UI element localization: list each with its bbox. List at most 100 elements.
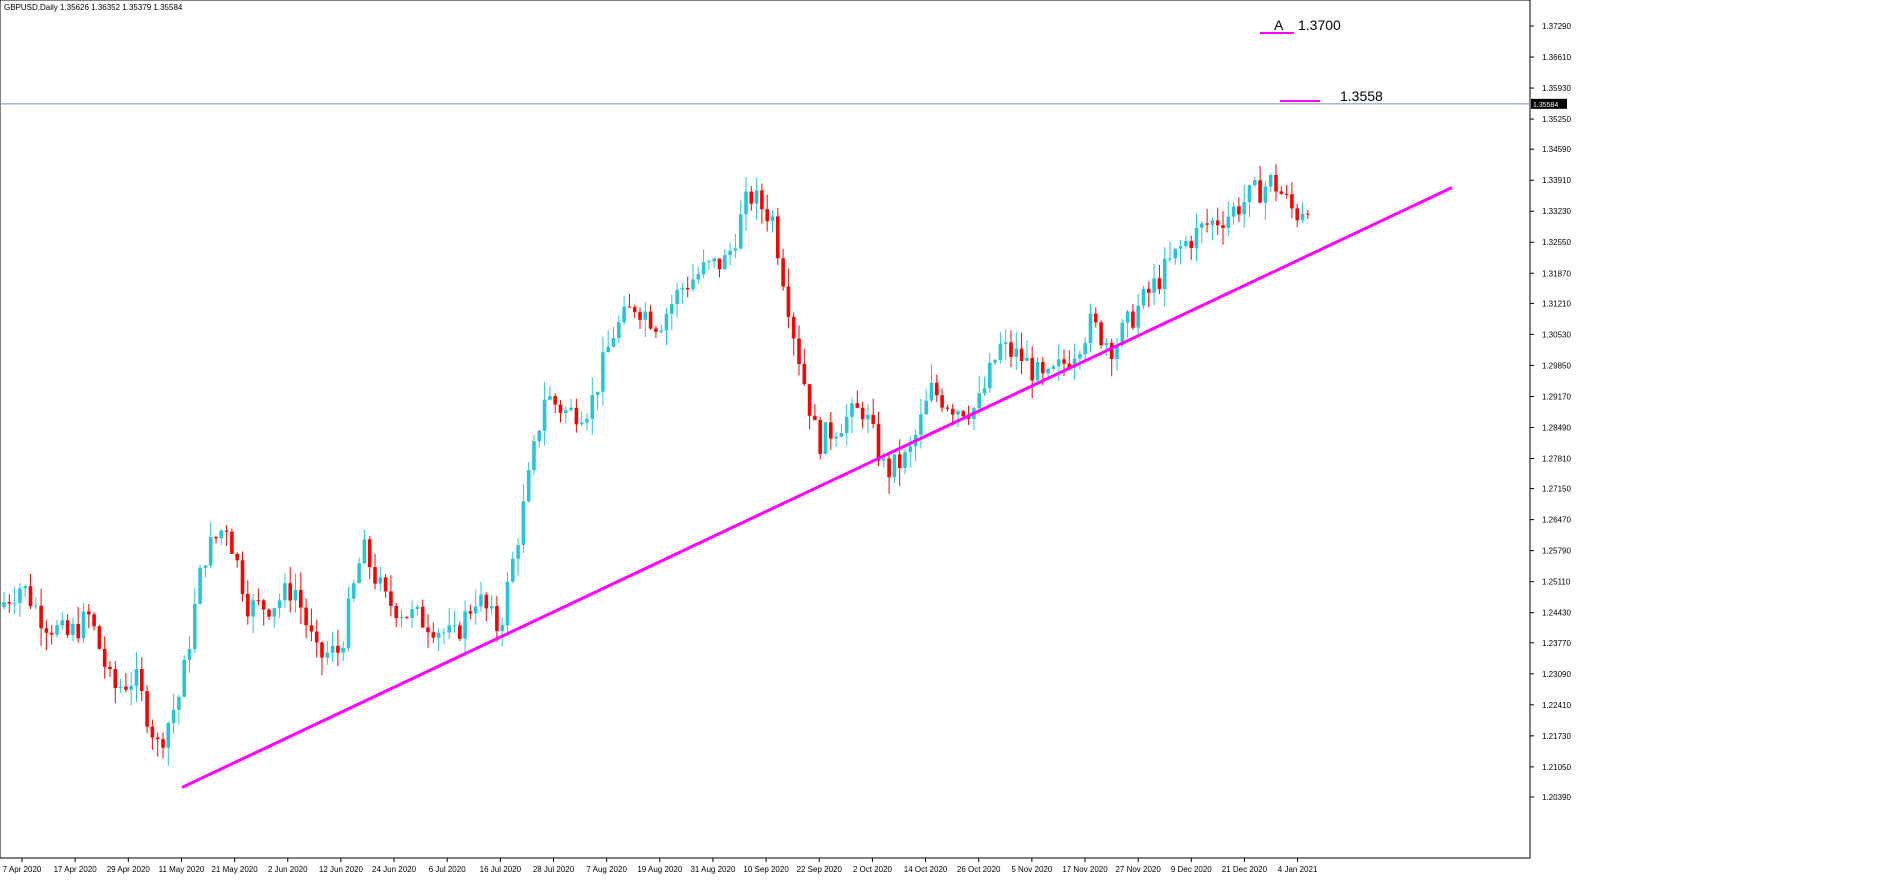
bear-candle[interactable]: [495, 605, 499, 632]
bull-candle[interactable]: [728, 250, 732, 256]
bull-candle[interactable]: [542, 399, 547, 431]
bear-candle[interactable]: [420, 606, 425, 628]
bear-candle[interactable]: [468, 611, 473, 614]
bear-candle[interactable]: [855, 403, 860, 408]
bull-candle[interactable]: [60, 620, 65, 626]
bull-candle[interactable]: [839, 433, 844, 437]
bull-candle[interactable]: [452, 625, 457, 627]
bull-candle[interactable]: [1184, 241, 1188, 247]
bull-candle[interactable]: [712, 258, 716, 262]
bear-candle[interactable]: [383, 577, 388, 592]
bull-candle[interactable]: [844, 416, 849, 434]
bear-candle[interactable]: [145, 691, 149, 727]
bear-candle[interactable]: [140, 669, 144, 692]
bull-candle[interactable]: [834, 436, 838, 439]
bull-candle[interactable]: [664, 313, 669, 331]
bear-candle[interactable]: [897, 454, 902, 469]
bull-candle[interactable]: [219, 530, 224, 539]
bear-candle[interactable]: [1306, 213, 1310, 215]
bear-candle[interactable]: [484, 594, 489, 609]
bull-candle[interactable]: [251, 600, 255, 617]
bear-candle[interactable]: [860, 407, 865, 420]
bull-candle[interactable]: [526, 470, 531, 502]
bull-candle[interactable]: [601, 352, 605, 392]
bull-candle[interactable]: [770, 216, 775, 222]
bear-candle[interactable]: [256, 600, 261, 602]
bull-candle[interactable]: [198, 567, 202, 604]
bull-candle[interactable]: [1242, 202, 1246, 215]
bull-candle[interactable]: [1162, 258, 1167, 290]
bear-candle[interactable]: [1009, 342, 1013, 357]
bull-candle[interactable]: [929, 382, 934, 401]
bear-candle[interactable]: [876, 424, 881, 461]
bull-candle[interactable]: [18, 588, 22, 603]
bull-candle[interactable]: [569, 407, 573, 411]
bull-candle[interactable]: [617, 322, 621, 338]
bull-candle[interactable]: [330, 645, 335, 653]
bear-candle[interactable]: [940, 395, 944, 408]
bull-candle[interactable]: [463, 611, 467, 639]
bull-candle[interactable]: [516, 544, 520, 559]
bear-candle[interactable]: [389, 591, 393, 606]
bull-candle[interactable]: [283, 583, 287, 601]
bear-candle[interactable]: [150, 726, 155, 738]
bear-candle[interactable]: [1189, 241, 1193, 249]
bull-candle[interactable]: [670, 304, 674, 314]
bull-candle[interactable]: [892, 454, 897, 478]
bear-candle[interactable]: [458, 625, 462, 639]
bull-candle[interactable]: [754, 190, 759, 204]
bull-candle[interactable]: [1247, 185, 1252, 203]
bull-candle[interactable]: [505, 581, 510, 626]
bull-candle[interactable]: [701, 262, 706, 275]
bull-candle[interactable]: [1083, 342, 1087, 355]
bear-candle[interactable]: [791, 316, 796, 339]
bear-candle[interactable]: [246, 594, 250, 617]
bear-candle[interactable]: [1109, 342, 1114, 360]
bull-candle[interactable]: [659, 330, 663, 332]
bear-candle[interactable]: [1067, 363, 1072, 368]
bull-candle[interactable]: [1088, 313, 1093, 343]
bull-candle[interactable]: [2, 602, 6, 608]
bull-candle[interactable]: [325, 652, 330, 658]
bull-candle[interactable]: [1003, 342, 1008, 344]
bull-candle[interactable]: [611, 337, 616, 347]
bear-candle[interactable]: [1295, 208, 1299, 221]
bull-candle[interactable]: [1268, 175, 1273, 187]
bull-candle[interactable]: [691, 279, 695, 290]
bear-candle[interactable]: [235, 553, 239, 561]
bull-candle[interactable]: [415, 606, 420, 610]
bull-candle[interactable]: [1035, 361, 1040, 381]
bull-candle[interactable]: [341, 648, 345, 653]
bear-candle[interactable]: [685, 287, 690, 290]
bear-candle[interactable]: [1284, 193, 1289, 195]
bull-candle[interactable]: [924, 400, 928, 415]
bear-candle[interactable]: [309, 625, 314, 632]
bull-candle[interactable]: [177, 696, 181, 710]
bear-candle[interactable]: [765, 209, 769, 222]
bull-candle[interactable]: [744, 191, 748, 215]
bull-candle[interactable]: [622, 306, 626, 323]
bull-candle[interactable]: [378, 577, 383, 584]
bull-candle[interactable]: [707, 261, 711, 263]
bear-candle[interactable]: [935, 382, 939, 396]
bull-candle[interactable]: [129, 686, 133, 690]
bull-candle[interactable]: [579, 422, 584, 425]
bull-candle[interactable]: [208, 537, 213, 566]
bull-candle[interactable]: [1014, 348, 1019, 357]
bear-candle[interactable]: [431, 632, 436, 638]
bull-candle[interactable]: [882, 458, 886, 461]
bull-candle[interactable]: [908, 446, 913, 453]
bear-candle[interactable]: [49, 632, 54, 635]
bear-candle[interactable]: [1062, 359, 1066, 364]
trendline[interactable]: [181, 186, 1453, 789]
bear-candle[interactable]: [261, 600, 266, 610]
bull-candle[interactable]: [193, 603, 197, 649]
bull-candle[interactable]: [1178, 246, 1183, 249]
bear-candle[interactable]: [1041, 361, 1045, 374]
bear-candle[interactable]: [92, 614, 96, 627]
bull-candle[interactable]: [1231, 206, 1236, 217]
bull-candle[interactable]: [118, 686, 123, 689]
bull-candle[interactable]: [521, 501, 526, 545]
bear-candle[interactable]: [887, 458, 891, 478]
bear-candle[interactable]: [87, 611, 91, 615]
